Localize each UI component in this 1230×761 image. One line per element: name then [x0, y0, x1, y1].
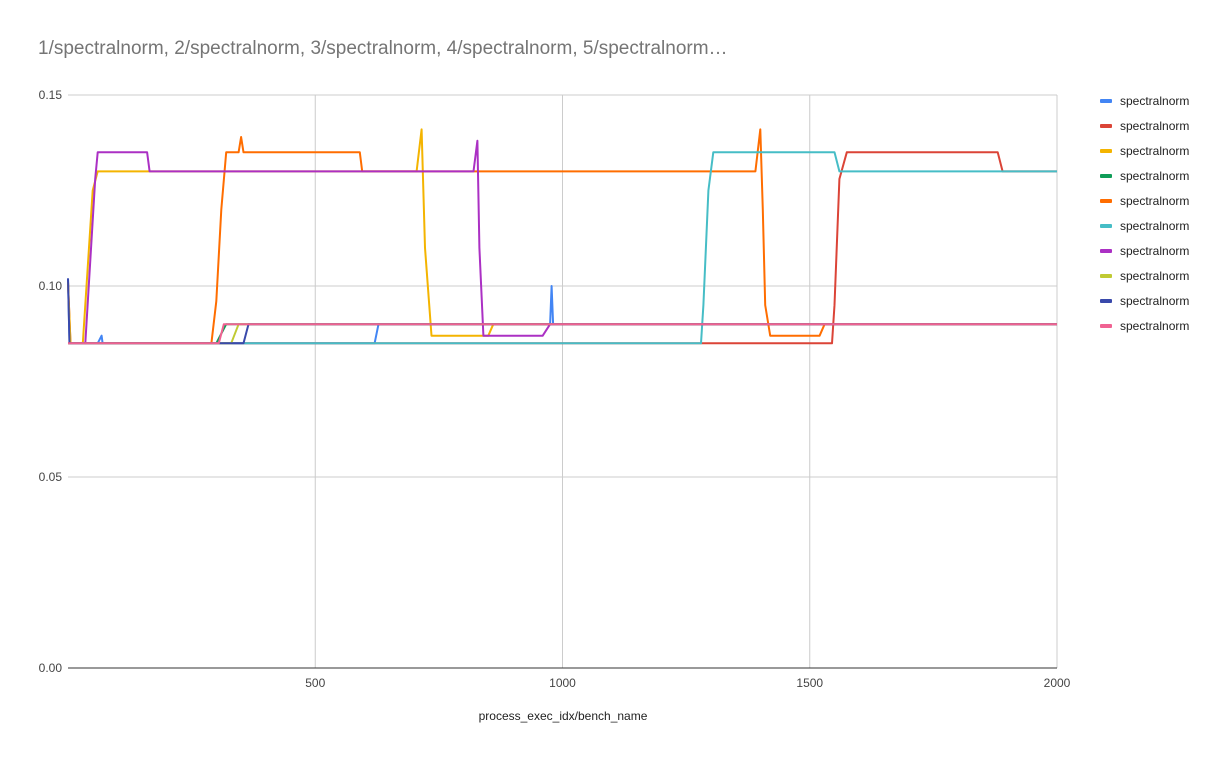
series-line-5 — [68, 128, 1057, 345]
legend-item-5: spectralnorm — [1100, 188, 1189, 213]
legend-label: spectralnorm — [1120, 268, 1190, 283]
legend-swatch — [1100, 198, 1112, 203]
legend-swatch — [1100, 248, 1112, 253]
legend-swatch — [1100, 123, 1112, 128]
legend-swatch — [1100, 173, 1112, 178]
legend-item-7: spectralnorm — [1100, 238, 1189, 263]
chart-title: 1/spectralnorm, 2/spectralnorm, 3/spectr… — [38, 38, 728, 59]
y-tick-label: 0.00 — [39, 661, 63, 675]
legend-swatch — [1100, 323, 1112, 328]
legend-item-2: spectralnorm — [1100, 113, 1189, 138]
legend-item-3: spectralnorm — [1100, 138, 1189, 163]
axes: 0.00 0.05 0.10 0.15 500 1000 1500 2000 — [39, 88, 1071, 690]
legend-label: spectralnorm — [1120, 93, 1190, 108]
legend-item-8: spectralnorm — [1100, 263, 1189, 288]
legend-item-4: spectralnorm — [1100, 163, 1189, 188]
legend-label: spectralnorm — [1120, 318, 1190, 333]
legend-label: spectralnorm — [1120, 193, 1190, 208]
y-tick-label: 0.05 — [39, 470, 63, 484]
legend-swatch — [1100, 223, 1112, 228]
x-tick-label: 1500 — [796, 676, 823, 690]
x-tick-label: 2000 — [1044, 676, 1071, 690]
x-tick-label: 500 — [305, 676, 325, 690]
legend-label: spectralnorm — [1120, 118, 1190, 133]
legend-swatch — [1100, 273, 1112, 278]
legend-label: spectralnorm — [1120, 218, 1190, 233]
legend-item-9: spectralnorm — [1100, 288, 1189, 313]
gridlines — [68, 94, 1058, 668]
series-line-10 — [68, 323, 1057, 345]
y-tick-label: 0.10 — [39, 279, 63, 293]
series-layer — [67, 128, 1057, 345]
legend-swatch — [1100, 148, 1112, 153]
legend-swatch — [1100, 98, 1112, 103]
legend-item-10: spectralnorm — [1100, 313, 1189, 338]
legend-item-1: spectralnorm — [1100, 88, 1189, 113]
legend-label: spectralnorm — [1120, 293, 1190, 308]
legend-label: spectralnorm — [1120, 143, 1190, 158]
series-line-6 — [68, 151, 1057, 345]
legend: spectralnorm spectralnorm spectralnorm spec… — [1100, 88, 1189, 338]
legend-label: spectralnorm — [1120, 168, 1190, 183]
legend-label: spectralnorm — [1120, 243, 1190, 258]
x-tick-label: 1000 — [549, 676, 576, 690]
y-tick-label: 0.15 — [39, 88, 63, 102]
x-axis-title: process_exec_idx/bench_name — [479, 709, 648, 723]
legend-swatch — [1100, 298, 1112, 303]
series-line-7 — [68, 139, 1057, 345]
legend-item-6: spectralnorm — [1100, 213, 1189, 238]
